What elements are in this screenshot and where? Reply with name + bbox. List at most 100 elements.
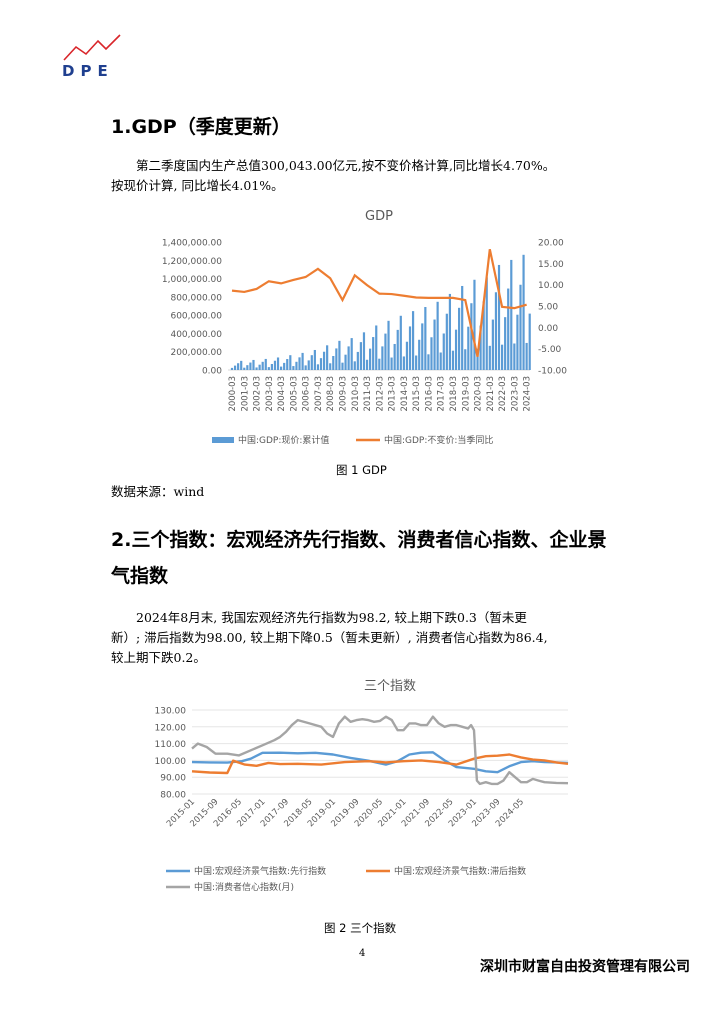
footer-company: 深圳市财富自由投资管理有限公司: [480, 959, 690, 975]
chart1-bar: [525, 342, 528, 370]
section2-heading-line2: 气指数: [111, 565, 169, 587]
gdp-chart: GDP 1,400,000.00 1,200,000.00 1,000,000.00 8…: [162, 209, 567, 446]
section1-paragraph: 第二季度国内生产总值300,043.00亿元,按不变价格计算,同比增长4.70%…: [111, 156, 631, 196]
chart1-x-tick-label: 2011-03: [363, 376, 373, 412]
chart1-bar: [516, 314, 519, 370]
section1-heading: 1.GDP（季度更新）: [111, 116, 291, 138]
chart1-bar: [497, 264, 501, 370]
chart1-bar: [258, 364, 261, 370]
chart1-legend-label-bar: 中国:GDP:现价:累计值: [238, 434, 329, 446]
chart1-bar: [240, 360, 243, 370]
chart1-bar: [369, 348, 372, 370]
chart2-legend-label: 中国:宏观经济景气指数:先行指数: [194, 865, 326, 877]
chart2-y-tick-label: 100.00: [155, 757, 187, 767]
chart1-left-tick-label: 400,000.00: [170, 330, 222, 340]
section1-para-line2: 按现价计算, 同比增长4.01%。: [111, 178, 284, 193]
chart1-bar: [365, 359, 369, 370]
chart1-bar: [298, 357, 301, 370]
logo: DPE: [58, 32, 128, 82]
data-source: 数据来源：wind: [111, 484, 205, 499]
logo-text: DPE: [62, 62, 114, 80]
chart1-bar: [387, 320, 390, 370]
chart1-bar: [326, 345, 329, 370]
chart1-bar: [393, 343, 396, 370]
chart1-bar: [433, 319, 436, 370]
chart1-bar: [458, 307, 461, 370]
chart1-bar: [384, 333, 387, 370]
chart1-bar: [399, 315, 402, 370]
chart1-right-tick-label: -10.00: [538, 367, 567, 377]
chart2-y-tick-label: 110.00: [155, 740, 187, 750]
chart1-bar: [504, 317, 507, 370]
chart1-bar: [408, 326, 412, 370]
chart1-bar: [280, 366, 283, 370]
chart1-bar: [353, 361, 356, 370]
chart1-x-tick-label: 2018-03: [449, 376, 459, 412]
chart1-bar: [237, 363, 240, 370]
chart1-left-tick-label: 200,000.00: [170, 348, 222, 358]
chart1-bar: [479, 325, 482, 370]
chart1-bar: [470, 303, 473, 370]
chart1-bar: [488, 345, 491, 370]
chart1-x-tick-label: 2006-03: [302, 376, 312, 412]
chart1-title: GDP: [365, 209, 393, 224]
chart1-x-tick-label: 2022-03: [498, 376, 508, 412]
chart1-bar: [381, 346, 384, 370]
chart1-legend-label-line: 中国:GDP:不变价:当季同比: [384, 434, 493, 446]
chart2-series-line-1: [191, 753, 569, 775]
chart1-x-tick-label: 2007-03: [314, 376, 324, 412]
chart1-bar: [261, 361, 264, 370]
chart2-y-tick-label: 90.00: [160, 774, 186, 784]
chart1-bar: [482, 301, 485, 370]
chart1-x-tick-label: 2000-03: [228, 376, 238, 412]
chart1-bar: [292, 366, 295, 370]
section2-paragraph: 2024年8月末, 我国宏观经济先行指数为98.2, 较上期下跌0.3（暂未更 …: [111, 608, 641, 668]
chart1-bar: [522, 254, 525, 370]
chart1-bar: [485, 277, 488, 370]
chart2-legend-label: 中国:宏观经济景气指数:滞后指数: [394, 865, 526, 877]
chart1-bar: [476, 348, 479, 370]
chart1-right-tick-label: 0.00: [538, 324, 558, 334]
chart1-right-tick-label: 10.00: [538, 281, 564, 291]
section2-heading: 2.三个指数：宏观经济先行指数、消费者信心指数、企业景 气指数: [111, 522, 631, 594]
chart1-bar: [313, 349, 316, 370]
chart1-bar: [289, 355, 292, 370]
chart1-bar: [310, 355, 313, 370]
chart1-bar: [347, 346, 350, 370]
chart1-bar: [307, 360, 310, 370]
chart1-bar: [427, 354, 430, 370]
chart1-bar: [372, 337, 375, 370]
chart1-bar: [390, 357, 393, 370]
chart1-x-tick-label: 2013-03: [388, 376, 398, 412]
chart1-bar: [491, 319, 494, 370]
chart1-x-tick-label: 2001-03: [240, 376, 250, 412]
chart1-bar: [507, 288, 510, 370]
chart1-left-tick-label: 600,000.00: [170, 312, 222, 322]
chart1-x-tick-label: 2014-03: [400, 376, 410, 412]
chart1-x-tick-label: 2009-03: [338, 376, 348, 412]
chart1-x-tick-label: 2005-03: [289, 376, 299, 412]
chart1-x-tick-label: 2008-03: [326, 376, 336, 412]
chart1-bar: [359, 342, 363, 370]
chart1-x-tick-label: 2010-03: [351, 376, 361, 412]
chart1-x-tick-label: 2024-03: [523, 376, 533, 412]
chart1-bar: [329, 363, 332, 370]
chart1-bar: [283, 362, 286, 370]
chart1-bar: [396, 329, 399, 370]
chart1-bar: [405, 341, 409, 370]
section1-para-line1: 第二季度国内生产总值300,043.00亿元,按不变价格计算,同比增长4.70%…: [136, 158, 556, 173]
chart1-bar: [445, 313, 448, 370]
chart1-bar: [319, 358, 323, 370]
chart1-left-tick-label: 1,400,000.00: [162, 239, 222, 249]
chart1-bar: [424, 307, 427, 370]
logo-swoosh-icon: [63, 34, 121, 61]
chart2-legend-label: 中国:消费者信心指数(月): [194, 881, 294, 893]
chart2-title: 三个指数: [364, 679, 416, 694]
chart1-bar: [500, 344, 504, 370]
chart1-bar: [276, 357, 280, 370]
chart1-bar: [415, 355, 418, 370]
chart1-x-tick-label: 2020-03: [474, 376, 484, 412]
chart1-bar: [252, 359, 255, 370]
chart1-bar: [402, 356, 405, 370]
chart2-y-tick-label: 130.00: [155, 707, 187, 717]
